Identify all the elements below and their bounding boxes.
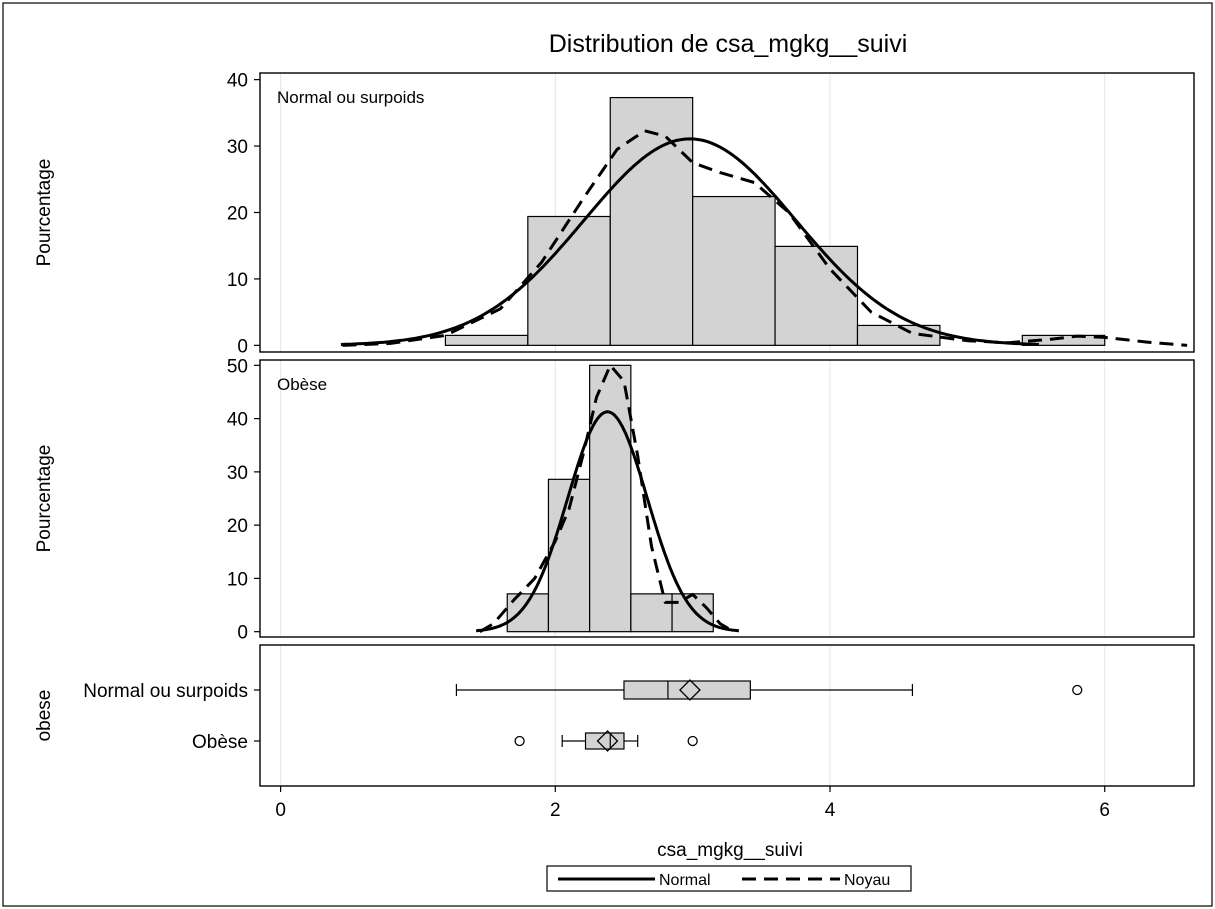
panel-label: Obèse	[277, 375, 327, 394]
histogram-bar	[609, 96, 694, 346]
y-tick-label: 10	[227, 270, 248, 291]
legend: Normal Noyau	[546, 865, 912, 892]
group-label: Obèse	[192, 732, 248, 753]
group-label: Normal ou surpoids	[83, 681, 248, 702]
y-tick-label: 20	[227, 516, 248, 537]
legend-noyau-label: Noyau	[844, 872, 890, 889]
y-tick-label: 0	[237, 623, 248, 644]
outlier-marker	[514, 735, 525, 747]
mean-marker	[678, 679, 701, 701]
x-tick-label: 4	[825, 800, 836, 821]
y-tick-label: 40	[227, 71, 248, 92]
y-axis-label: obese	[34, 690, 55, 742]
y-tick-label: 30	[227, 137, 248, 158]
legend-normal-label: Normal	[659, 872, 711, 889]
histogram-bar	[547, 478, 591, 633]
histogram-bar	[671, 593, 714, 633]
outlier-marker	[1072, 684, 1083, 696]
normal-curve	[340, 137, 1039, 346]
mean-marker	[596, 730, 619, 752]
x-axis: 0 2 4 6	[275, 786, 1110, 821]
panel-frame	[259, 644, 1195, 787]
boxplot-group: Obèse	[192, 730, 698, 753]
normal-curve	[476, 410, 739, 633]
histogram-bar	[1021, 334, 1106, 346]
histogram-bar	[630, 593, 673, 633]
x-tick-label: 0	[275, 800, 286, 821]
y-tick-label: 0	[237, 336, 248, 357]
x-axis-label: csa_mgkg__suivi	[657, 840, 803, 861]
histogram-panel-0: 0 10 20 30 40 Normal ou surpoids Pourcentage	[34, 71, 1195, 357]
panel-frame	[259, 359, 1195, 638]
boxplot-group: Normal ou surpoids	[83, 679, 1083, 702]
y-tick-label: 10	[227, 569, 248, 590]
histogram-bar	[444, 334, 529, 346]
y-axis-label: Pourcentage	[34, 445, 55, 553]
kernel-curve	[479, 363, 735, 633]
x-tick-label: 2	[550, 800, 561, 821]
outlier-marker	[687, 735, 698, 747]
y-tick-label: 50	[227, 356, 248, 377]
y-tick-label: 40	[227, 410, 248, 431]
y-tick-label: 20	[227, 204, 248, 225]
x-tick-label: 6	[1099, 800, 1110, 821]
histogram-bar	[774, 245, 859, 346]
kernel-curve	[342, 129, 1188, 347]
boxplot-panel: Normal ou surpoids Obèse obese	[34, 644, 1195, 787]
panel-label: Normal ou surpoids	[277, 88, 424, 107]
histogram-panel-1: 0 10 20 30 40 50 Obèse Pourcentage	[34, 356, 1195, 644]
histogram-bar	[692, 195, 776, 346]
chart-title: Distribution de csa_mgkg__suivi	[549, 30, 908, 58]
y-tick-label: 30	[227, 463, 248, 484]
histogram-bar	[589, 364, 632, 633]
box	[623, 680, 751, 700]
histogram-bar	[856, 324, 941, 346]
y-axis-label: Pourcentage	[34, 159, 55, 267]
